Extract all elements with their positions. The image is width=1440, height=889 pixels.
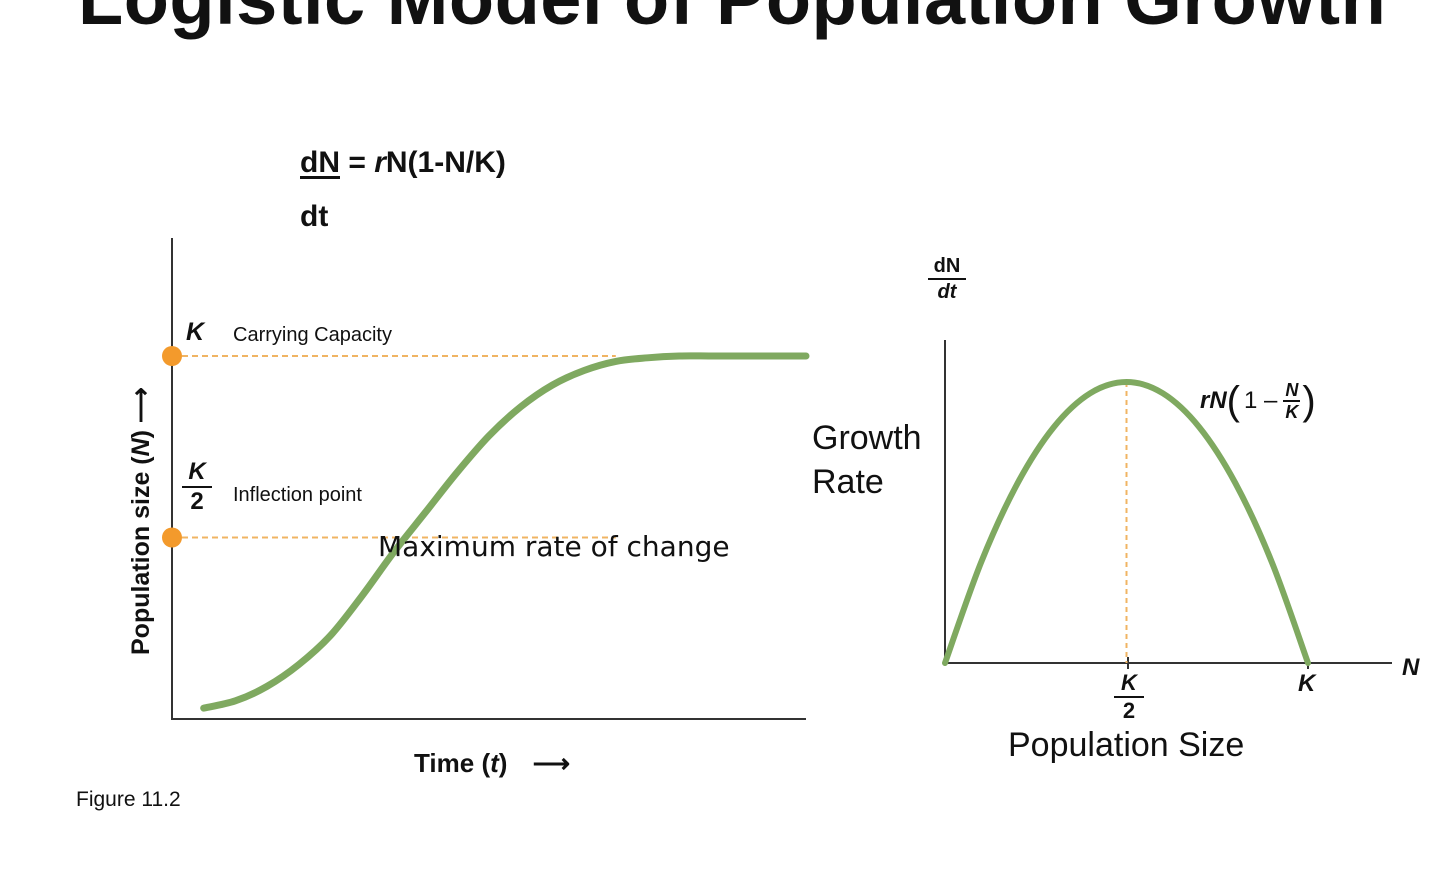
curve-formula-open-paren: ( xyxy=(1226,379,1240,423)
ylabel-close: ) xyxy=(127,429,155,439)
half-k-bottom: 2 xyxy=(190,488,204,515)
left-marker-1 xyxy=(162,527,182,548)
curve-formula-frac-bottom: K xyxy=(1285,402,1299,422)
half-k-fraction: K 2 xyxy=(182,458,212,516)
left-reference-lines xyxy=(172,355,616,539)
xlabel-arrow-icon: ⟶ xyxy=(532,748,570,778)
ylabel-arrow-icon: ⟶ xyxy=(127,387,155,424)
xlabel-var: t xyxy=(490,748,499,778)
right-x-axis-var: N xyxy=(1402,654,1420,681)
curve-formula-one-minus: 1 – xyxy=(1244,387,1278,414)
curve-formula-rn: rN xyxy=(1200,387,1227,414)
slide-title: Logistic Model of Population Growth xyxy=(78,0,1386,41)
half-k-top: K xyxy=(182,458,212,488)
inflection-point-label: Inflection point xyxy=(233,484,362,506)
right-x-axis-label: Population Size xyxy=(1008,726,1245,764)
dndt-fraction: dN dt xyxy=(928,254,966,304)
left-x-axis-label: Time (t) ⟶ xyxy=(414,748,570,779)
growth-rate-label: Growth Rate xyxy=(812,419,922,501)
curve-formula-fraction: N K xyxy=(1283,380,1301,422)
equation-equals: = xyxy=(340,146,375,179)
ylabel-text: Population size ( xyxy=(127,456,155,655)
dndt-bottom: dt xyxy=(937,281,957,303)
xlabel-text: Time ( xyxy=(414,748,491,778)
left-markers xyxy=(162,346,182,548)
tick-half-k-label: K 2 xyxy=(1114,670,1144,724)
ylabel-var: N xyxy=(127,438,155,457)
curve-formula-label: rN ( 1 – N K ) xyxy=(1200,380,1316,422)
carrying-capacity-k: K xyxy=(186,318,205,346)
tick-half-k-bottom: 2 xyxy=(1122,698,1136,723)
dndt-top: dN xyxy=(928,254,966,280)
carrying-capacity-label: Carrying Capacity xyxy=(233,324,392,346)
max-rate-label: Maximum rate of change xyxy=(378,530,730,563)
tick-k-label: K xyxy=(1298,670,1316,697)
figure-caption: Figure 11.2 xyxy=(76,788,181,811)
equation-numerator: dN xyxy=(300,146,340,179)
left-marker-0 xyxy=(162,346,182,366)
equation-rest: N(1-N/K) xyxy=(385,146,506,179)
curve-formula-frac-top: N xyxy=(1283,380,1301,402)
equation-denominator: dt xyxy=(300,200,329,233)
growth-rate-curve xyxy=(942,378,1311,666)
curve-formula-close-paren: ) xyxy=(1302,379,1316,423)
left-y-axis-label: Population size (N) ⟶ xyxy=(126,387,156,655)
tick-half-k-top: K xyxy=(1114,670,1144,698)
logistic-equation: dN = rN(1-N/K) xyxy=(300,146,506,180)
logistic-curve xyxy=(200,352,810,712)
equation-r: r xyxy=(374,146,386,179)
xlabel-close: ) xyxy=(498,748,508,778)
